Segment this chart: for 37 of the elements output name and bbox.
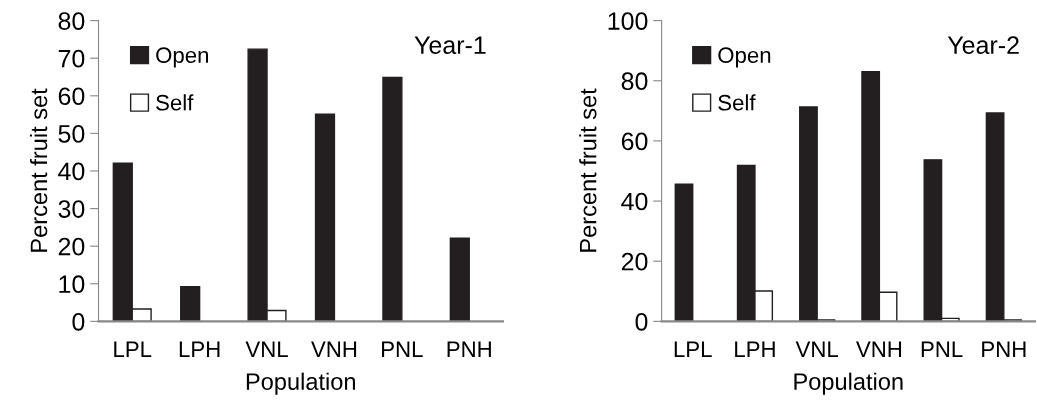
y-tick-label: 20 bbox=[58, 237, 85, 256]
x-tick-label: VNH bbox=[311, 341, 357, 357]
y-tick-label: 0 bbox=[635, 312, 648, 331]
y-tick-label: 70 bbox=[58, 49, 85, 68]
chart-title: Year-1 bbox=[414, 36, 486, 54]
chart-title: Year-2 bbox=[947, 36, 1019, 54]
x-tick-label: LPH bbox=[179, 341, 220, 357]
legend-label: Self bbox=[718, 94, 756, 111]
y-tick-label: 100 bbox=[608, 12, 648, 30]
x-axis-title: Population bbox=[246, 372, 355, 395]
x-tick-label: PNH bbox=[982, 341, 1026, 357]
legend-label: Open bbox=[718, 47, 771, 68]
x-tick-label: VNL bbox=[245, 341, 288, 357]
y-tick-label: 60 bbox=[58, 87, 85, 106]
x-tick-label: LPL bbox=[674, 341, 712, 357]
x-tick-label: PNH bbox=[447, 341, 491, 357]
y-axis-title: Percent fruit set bbox=[579, 88, 597, 252]
y-tick-label: 10 bbox=[59, 275, 85, 294]
x-tick-label: PNL bbox=[921, 341, 963, 357]
y-tick-label: 40 bbox=[621, 192, 648, 211]
y-tick-label: 20 bbox=[621, 252, 648, 271]
y-tick-label: 40 bbox=[58, 162, 85, 181]
x-tick-label: PNL bbox=[382, 341, 423, 357]
y-tick-label: 30 bbox=[58, 200, 85, 218]
y-tick-label: 50 bbox=[58, 124, 85, 143]
x-tick-label: VNH bbox=[856, 341, 902, 357]
x-tick-label: LPH bbox=[735, 341, 775, 357]
legend-label: Open bbox=[156, 47, 209, 68]
y-tick-label: 60 bbox=[621, 132, 648, 151]
y-tick-label: 80 bbox=[621, 72, 648, 91]
x-axis-title: Population bbox=[794, 372, 903, 395]
y-tick-label: 0 bbox=[72, 312, 85, 331]
legend-label: Self bbox=[156, 94, 194, 111]
y-tick-label: 80 bbox=[58, 12, 85, 30]
x-tick-label: VNL bbox=[795, 341, 839, 357]
x-tick-label: LPL bbox=[114, 341, 152, 357]
y-axis-title: Percent fruit set bbox=[29, 88, 48, 252]
